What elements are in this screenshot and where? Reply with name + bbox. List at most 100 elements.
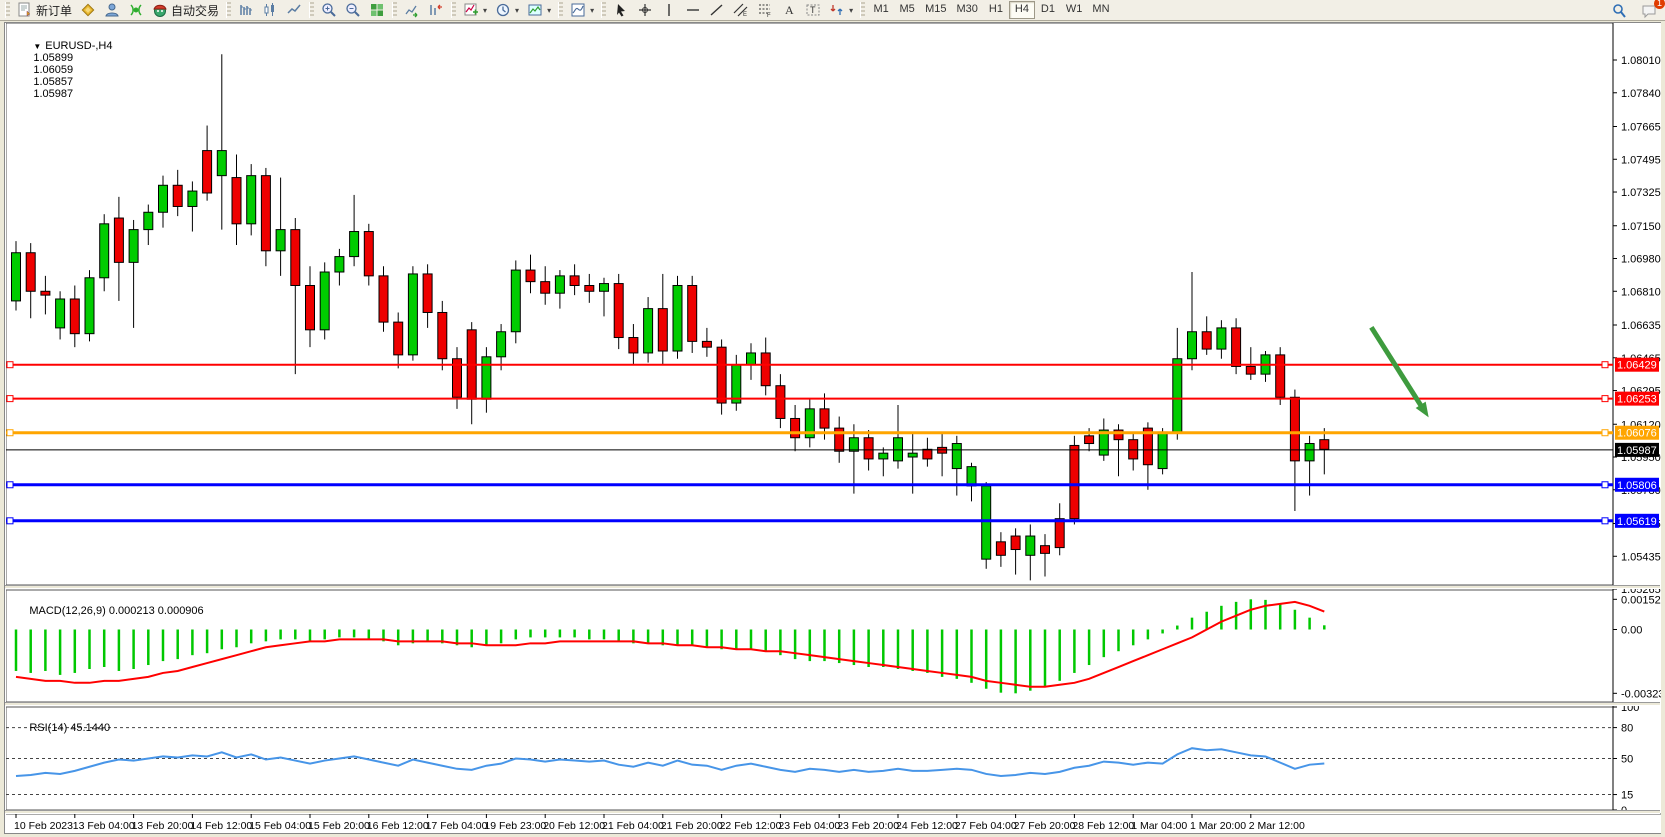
- search-button[interactable]: [1607, 1, 1631, 20]
- candle: [834, 416, 845, 463]
- cursor-button[interactable]: [609, 1, 633, 20]
- horizontal-line-button[interactable]: [681, 1, 705, 20]
- new-order-button[interactable]: 新订单: [13, 1, 76, 20]
- profiles-dropdown-dropdown-arrow[interactable]: ▾: [590, 5, 595, 15]
- zoom-out-icon: [345, 2, 361, 18]
- auto-scroll-button[interactable]: [400, 1, 424, 20]
- timeframe-w1-button[interactable]: W1: [1065, 3, 1083, 15]
- indicators-dropdown-button[interactable]: ▾: [459, 1, 491, 20]
- chart-line-button[interactable]: [282, 1, 306, 20]
- panel-divider-timeaxis[interactable]: [5, 810, 1660, 814]
- indicators-dropdown-dropdown-arrow[interactable]: ▾: [483, 5, 488, 15]
- chart-shift-button[interactable]: [424, 1, 448, 20]
- vertical-line-button[interactable]: [657, 1, 681, 20]
- time-tick-label: 2 Mar 12:00: [1249, 820, 1305, 832]
- candle: [496, 324, 507, 371]
- auto-trading-button[interactable]: 自动交易: [148, 1, 223, 20]
- time-tick-label: 23 Feb 20:00: [837, 820, 899, 832]
- line-handle-right[interactable]: [1601, 395, 1609, 403]
- notifications-button[interactable]: 1: [1637, 0, 1665, 20]
- candle: [393, 312, 404, 369]
- candle: [1010, 528, 1021, 575]
- timeframe-m30-button[interactable]: M30: [956, 3, 978, 15]
- panel-divider-macd[interactable]: [5, 585, 1660, 589]
- timeframe-m5-button[interactable]: M5: [899, 3, 915, 15]
- tile-windows-button[interactable]: [365, 1, 389, 20]
- price-line-label: [1615, 477, 1659, 492]
- line-handle-right[interactable]: [1601, 517, 1609, 525]
- horizontal-line-1.05987[interactable]: 1.05987: [6, 442, 1659, 457]
- horizontal-line-1.06076[interactable]: 1.06076: [6, 425, 1659, 440]
- line-handle-right[interactable]: [1601, 429, 1609, 437]
- chart-bars-button[interactable]: [234, 1, 258, 20]
- crosshair-button[interactable]: [633, 1, 657, 20]
- svg-text:1.05619: 1.05619: [1617, 516, 1657, 528]
- time-tick-label: 14 Feb 12:00: [190, 820, 252, 832]
- horizontal-line-1.06253[interactable]: 1.06253: [6, 391, 1659, 406]
- time-tick-label: 21 Feb 04:00: [602, 820, 664, 832]
- line-handle-right[interactable]: [1601, 481, 1609, 489]
- chart-candles-button[interactable]: [258, 1, 282, 20]
- candle: [1245, 347, 1256, 380]
- tile-windows-icon: [369, 2, 385, 18]
- line-handle-left[interactable]: [6, 481, 14, 489]
- chart-bars-icon: [238, 2, 254, 18]
- text-button[interactable]: A: [777, 1, 801, 20]
- price-tick-label: 1.07150: [1621, 221, 1661, 233]
- line-handle-left[interactable]: [6, 395, 14, 403]
- bar-close: 1.05987: [33, 88, 74, 100]
- equidistant-channel-button[interactable]: E: [729, 1, 753, 20]
- chart-canvas[interactable]: 1.08010 1.07840 1.07665 1.07495 1.07325 1.071…: [6, 23, 1661, 833]
- periods-dropdown-dropdown-arrow[interactable]: ▾: [515, 5, 520, 15]
- horizontal-line-1.06429[interactable]: 1.06429: [6, 357, 1659, 372]
- fibonacci-button[interactable]: F: [753, 1, 777, 20]
- trendline-icon: [709, 2, 725, 18]
- timeframe-mn-button[interactable]: MN: [1092, 3, 1110, 15]
- line-handle-left[interactable]: [6, 361, 14, 369]
- bar-low: 1.05857: [33, 76, 74, 88]
- svg-text:1.06253: 1.06253: [1617, 394, 1657, 406]
- arrows-dropdown-button[interactable]: ▾: [825, 1, 857, 20]
- timeframe-m15-button[interactable]: M15: [925, 3, 947, 15]
- zoom-in-button[interactable]: [317, 1, 341, 20]
- horizontal-line-1.05806[interactable]: 1.05806: [6, 477, 1659, 492]
- macd-title: MACD(12,26,9): [29, 605, 106, 617]
- line-handle-left[interactable]: [6, 517, 14, 525]
- svg-text:F: F: [767, 13, 771, 18]
- timeframe-h4-button[interactable]: H4: [1008, 1, 1035, 19]
- trend-arrow-annotation[interactable]: [1369, 325, 1429, 418]
- line-handle-left[interactable]: [6, 429, 14, 437]
- profiles-dropdown-button[interactable]: ▾: [566, 1, 598, 20]
- trendline-button[interactable]: [705, 1, 729, 20]
- timeframe-m1-button[interactable]: M1: [873, 3, 889, 15]
- templates-dropdown-dropdown-arrow[interactable]: ▾: [547, 5, 552, 15]
- signal-button[interactable]: [124, 1, 148, 20]
- timeframe-h1-button[interactable]: H1: [988, 3, 1003, 15]
- candle: [363, 223, 374, 286]
- zoom-out-button[interactable]: [341, 1, 365, 20]
- candle: [113, 196, 124, 301]
- candle: [1054, 503, 1065, 556]
- panel-divider-rsi[interactable]: [5, 702, 1660, 706]
- periods-dropdown-button[interactable]: ▾: [491, 1, 523, 20]
- arrows-dropdown-dropdown-arrow[interactable]: ▾: [849, 5, 854, 15]
- toolbar-grip: [558, 2, 564, 18]
- data-window-button[interactable]: [100, 1, 124, 20]
- templates-dropdown-icon: [527, 2, 543, 18]
- candle: [1069, 435, 1080, 525]
- svg-text:1.05987: 1.05987: [1617, 445, 1657, 457]
- candle: [158, 175, 168, 228]
- toolbar-grip: [226, 2, 232, 18]
- timeframe-d1-button[interactable]: D1: [1040, 3, 1055, 15]
- line-handle-right[interactable]: [1601, 361, 1609, 369]
- chart-window[interactable]: 1.08010 1.07840 1.07665 1.07495 1.07325 1.071…: [4, 22, 1661, 834]
- text-label-button[interactable]: T: [801, 1, 825, 20]
- gold-seal-button[interactable]: [76, 1, 100, 20]
- svg-text:1.06429: 1.06429: [1617, 360, 1657, 372]
- candle: [1216, 320, 1227, 359]
- rsi-indicator-label: RSI(14) 45.1440: [11, 710, 110, 746]
- one-click-trading-toggle[interactable]: ▼: [33, 42, 42, 51]
- horizontal-line-1.05619[interactable]: 1.05619: [6, 513, 1659, 528]
- templates-dropdown-button[interactable]: ▾: [523, 1, 555, 20]
